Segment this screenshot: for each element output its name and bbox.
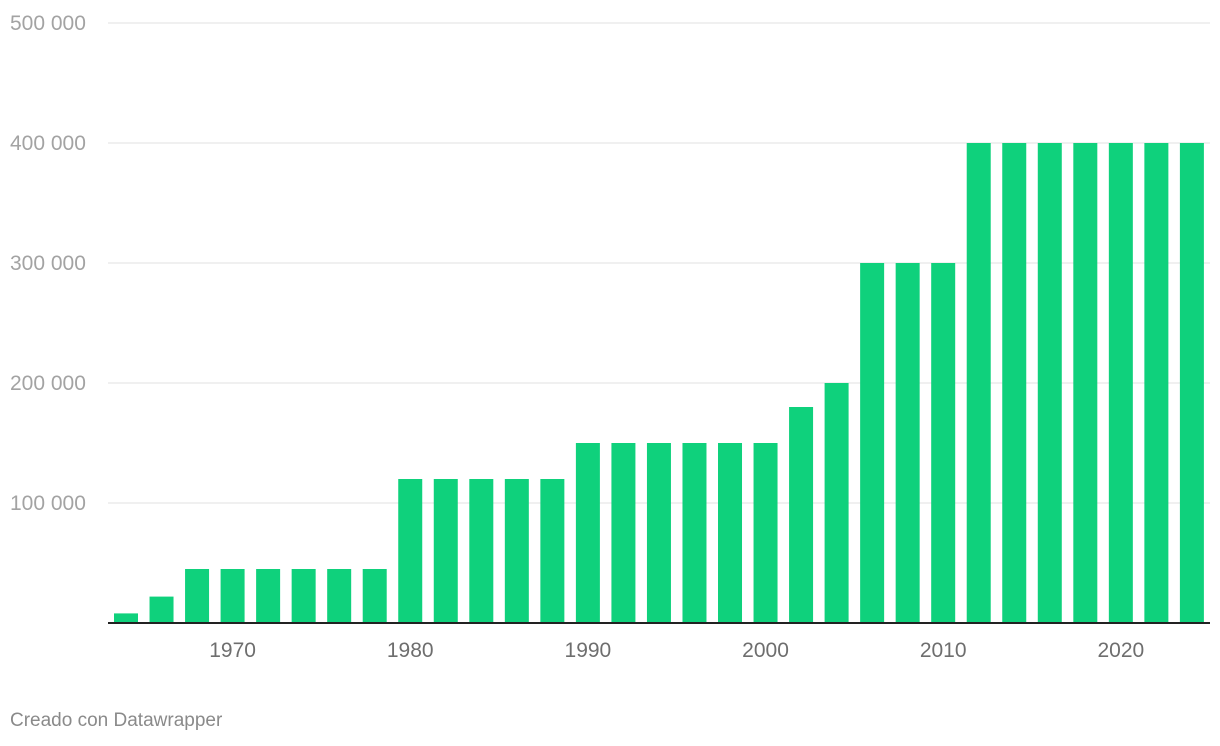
x-tick-label: 2010: [920, 639, 967, 662]
bar-2024: [1179, 143, 1204, 623]
bar-2010: [931, 263, 956, 623]
bar-2012: [966, 143, 991, 623]
bar-1998: [718, 443, 743, 623]
datawrapper-credit: Creado con Datawrapper: [10, 710, 223, 731]
bar-1994: [646, 443, 671, 623]
bar-1968: [185, 569, 210, 623]
bar-2002: [789, 407, 814, 623]
x-axis-labels: 1970 1980 1990 2000 2010 2020: [209, 639, 1144, 662]
bar-2006: [860, 263, 885, 623]
bar-1974: [291, 569, 316, 623]
bar-1996: [682, 443, 707, 623]
y-tick-label: 400 000: [10, 132, 86, 155]
bar-1982: [433, 479, 458, 623]
bar-1992: [611, 443, 636, 623]
bar-2016: [1037, 143, 1062, 623]
bar-2018: [1073, 143, 1098, 623]
y-tick-label: 100 000: [10, 492, 86, 515]
bar-1984: [469, 479, 494, 623]
x-tick-label: 2000: [742, 639, 789, 662]
bar-2000: [753, 443, 778, 623]
bars: [114, 143, 1204, 623]
gridlines: [108, 22, 1210, 504]
bar-1966: [149, 596, 174, 623]
bar-1964: [114, 613, 138, 623]
bar-1986: [504, 479, 529, 623]
bar-2004: [824, 383, 849, 623]
bar-1988: [540, 479, 565, 623]
bar-2022: [1144, 143, 1169, 623]
x-tick-label: 1990: [565, 639, 612, 662]
y-tick-label: 500 000: [10, 12, 86, 35]
bar-2020: [1108, 143, 1133, 623]
bar-2014: [1002, 143, 1027, 623]
y-tick-label: 200 000: [10, 372, 86, 395]
y-axis-labels: 100 000 200 000 300 000 400 000 500 000: [10, 12, 86, 515]
x-tick-label: 2020: [1097, 639, 1144, 662]
bar-1978: [362, 569, 387, 623]
x-tick-label: 1970: [209, 639, 256, 662]
bar-1970: [220, 569, 245, 623]
bar-1972: [256, 569, 281, 623]
y-tick-label: 300 000: [10, 252, 86, 275]
bar-1980: [398, 479, 423, 623]
bar-1976: [327, 569, 352, 623]
bar-2008: [895, 263, 920, 623]
bar-1990: [575, 443, 600, 623]
x-tick-label: 1980: [387, 639, 434, 662]
